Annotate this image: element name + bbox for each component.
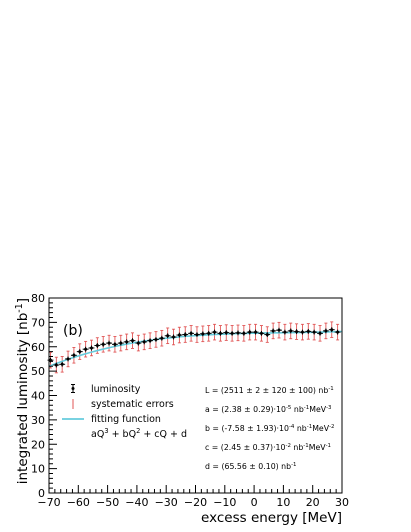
- x-tick-label: −60: [67, 496, 90, 509]
- data-point: [281, 329, 288, 335]
- data-point: [123, 339, 130, 345]
- data-point: [176, 332, 183, 338]
- data-point: [287, 328, 294, 334]
- data-point: [199, 331, 206, 337]
- data-point: [211, 329, 218, 335]
- x-tick-label: −10: [213, 496, 236, 509]
- annotation-param-b: b = (-7.58 ± 1.93)·10-4 nb-1MeV-2: [205, 424, 335, 433]
- y-tick-label: 50: [31, 365, 45, 378]
- y-axis: 0 10 20 30 40 50 60 70 80: [31, 292, 57, 500]
- x-tick-label: 20: [306, 496, 320, 509]
- data-point: [270, 328, 277, 334]
- data-point: [88, 345, 95, 351]
- data-point: [188, 330, 195, 336]
- data-point: [135, 340, 142, 346]
- legend: luminosity systematic errors fitting fun…: [62, 384, 187, 440]
- x-tick-label: −40: [125, 496, 148, 509]
- data-point: [240, 330, 247, 336]
- data-point: [129, 338, 136, 344]
- x-axis-title: excess energy [MeV]: [201, 510, 342, 526]
- panel-label: (b): [63, 323, 83, 339]
- data-point: [305, 328, 312, 334]
- y-tick-label: 40: [31, 390, 45, 403]
- data-point: [106, 340, 112, 346]
- y-tick-label: 70: [31, 316, 45, 329]
- fit-curve: [48, 330, 343, 368]
- data-point: [258, 330, 265, 336]
- y-tick-label: 80: [31, 292, 45, 305]
- data-point: [147, 338, 154, 344]
- data-point: [100, 341, 107, 347]
- data-point: [311, 329, 318, 335]
- data-point: [194, 332, 200, 337]
- data-point: [276, 327, 282, 333]
- data-point: [164, 333, 171, 339]
- data-point: [317, 330, 323, 336]
- legend-fit-formula: aQ3 + bQ2 + cQ + d: [91, 427, 187, 440]
- y-axis-title: integrated luminosity [nb-1]: [14, 298, 32, 484]
- x-tick-label: −30: [155, 496, 178, 509]
- data-point: [235, 330, 241, 336]
- data-point: [117, 340, 124, 346]
- x-axis: −70 −60 −50 −40 −30 −20 −10 0 10 20 30: [37, 485, 349, 509]
- data-point: [322, 328, 329, 334]
- data-point: [246, 329, 253, 335]
- data-point: [70, 352, 77, 358]
- y-tick-label: 10: [31, 463, 45, 476]
- y-tick-label: 30: [31, 414, 45, 427]
- data-point: [223, 330, 230, 336]
- data-point: [111, 341, 118, 347]
- x-tick-label: −70: [37, 496, 60, 509]
- data-point: [293, 329, 300, 335]
- data-point: [94, 343, 101, 348]
- luminosity-points: [47, 327, 341, 368]
- annotation-luminosity: L = (2511 ± 2 ± 120 ± 100) nb-1: [205, 386, 334, 395]
- fit-parameters: L = (2511 ± 2 ± 120 ± 100) nb-1 a = (2.3…: [205, 386, 335, 471]
- x-tick-label: 10: [276, 496, 290, 509]
- annotation-param-d: d = (65.56 ± 0.10) nb-1: [205, 462, 297, 471]
- annotation-param-c: c = (2.45 ± 0.37)·10-2 nb-1MeV-1: [205, 443, 331, 452]
- data-point: [328, 327, 335, 333]
- data-point: [53, 362, 60, 368]
- legend-sys-label: systematic errors: [91, 399, 174, 410]
- data-point: [153, 337, 159, 342]
- legend-fit-label: fitting function: [91, 414, 161, 425]
- data-point: [82, 346, 89, 352]
- data-point: [205, 330, 212, 336]
- data-point: [264, 332, 271, 337]
- data-point: [229, 330, 236, 336]
- y-tick-label: 20: [31, 438, 45, 451]
- data-point: [170, 334, 177, 340]
- legend-luminosity-marker: [71, 384, 75, 393]
- x-tick-label: 30: [335, 496, 349, 509]
- data-point: [65, 356, 71, 362]
- data-point: [158, 335, 165, 341]
- annotation-param-a: a = (2.38 ± 0.29)·10-5 nb-1MeV-3: [205, 405, 332, 414]
- x-tick-label: 0: [251, 496, 258, 509]
- legend-luminosity-label: luminosity: [91, 384, 141, 395]
- x-tick-label: −20: [184, 496, 207, 509]
- data-point: [252, 329, 259, 335]
- data-point: [217, 330, 224, 336]
- data-point: [141, 339, 148, 345]
- data-point: [59, 361, 66, 367]
- data-point: [334, 329, 341, 335]
- y-tick-label: 60: [31, 341, 45, 354]
- data-point: [76, 349, 83, 355]
- data-point: [299, 329, 306, 335]
- x-tick-label: −50: [96, 496, 119, 509]
- y-tick-label: 0: [38, 487, 45, 500]
- data-point: [182, 332, 189, 337]
